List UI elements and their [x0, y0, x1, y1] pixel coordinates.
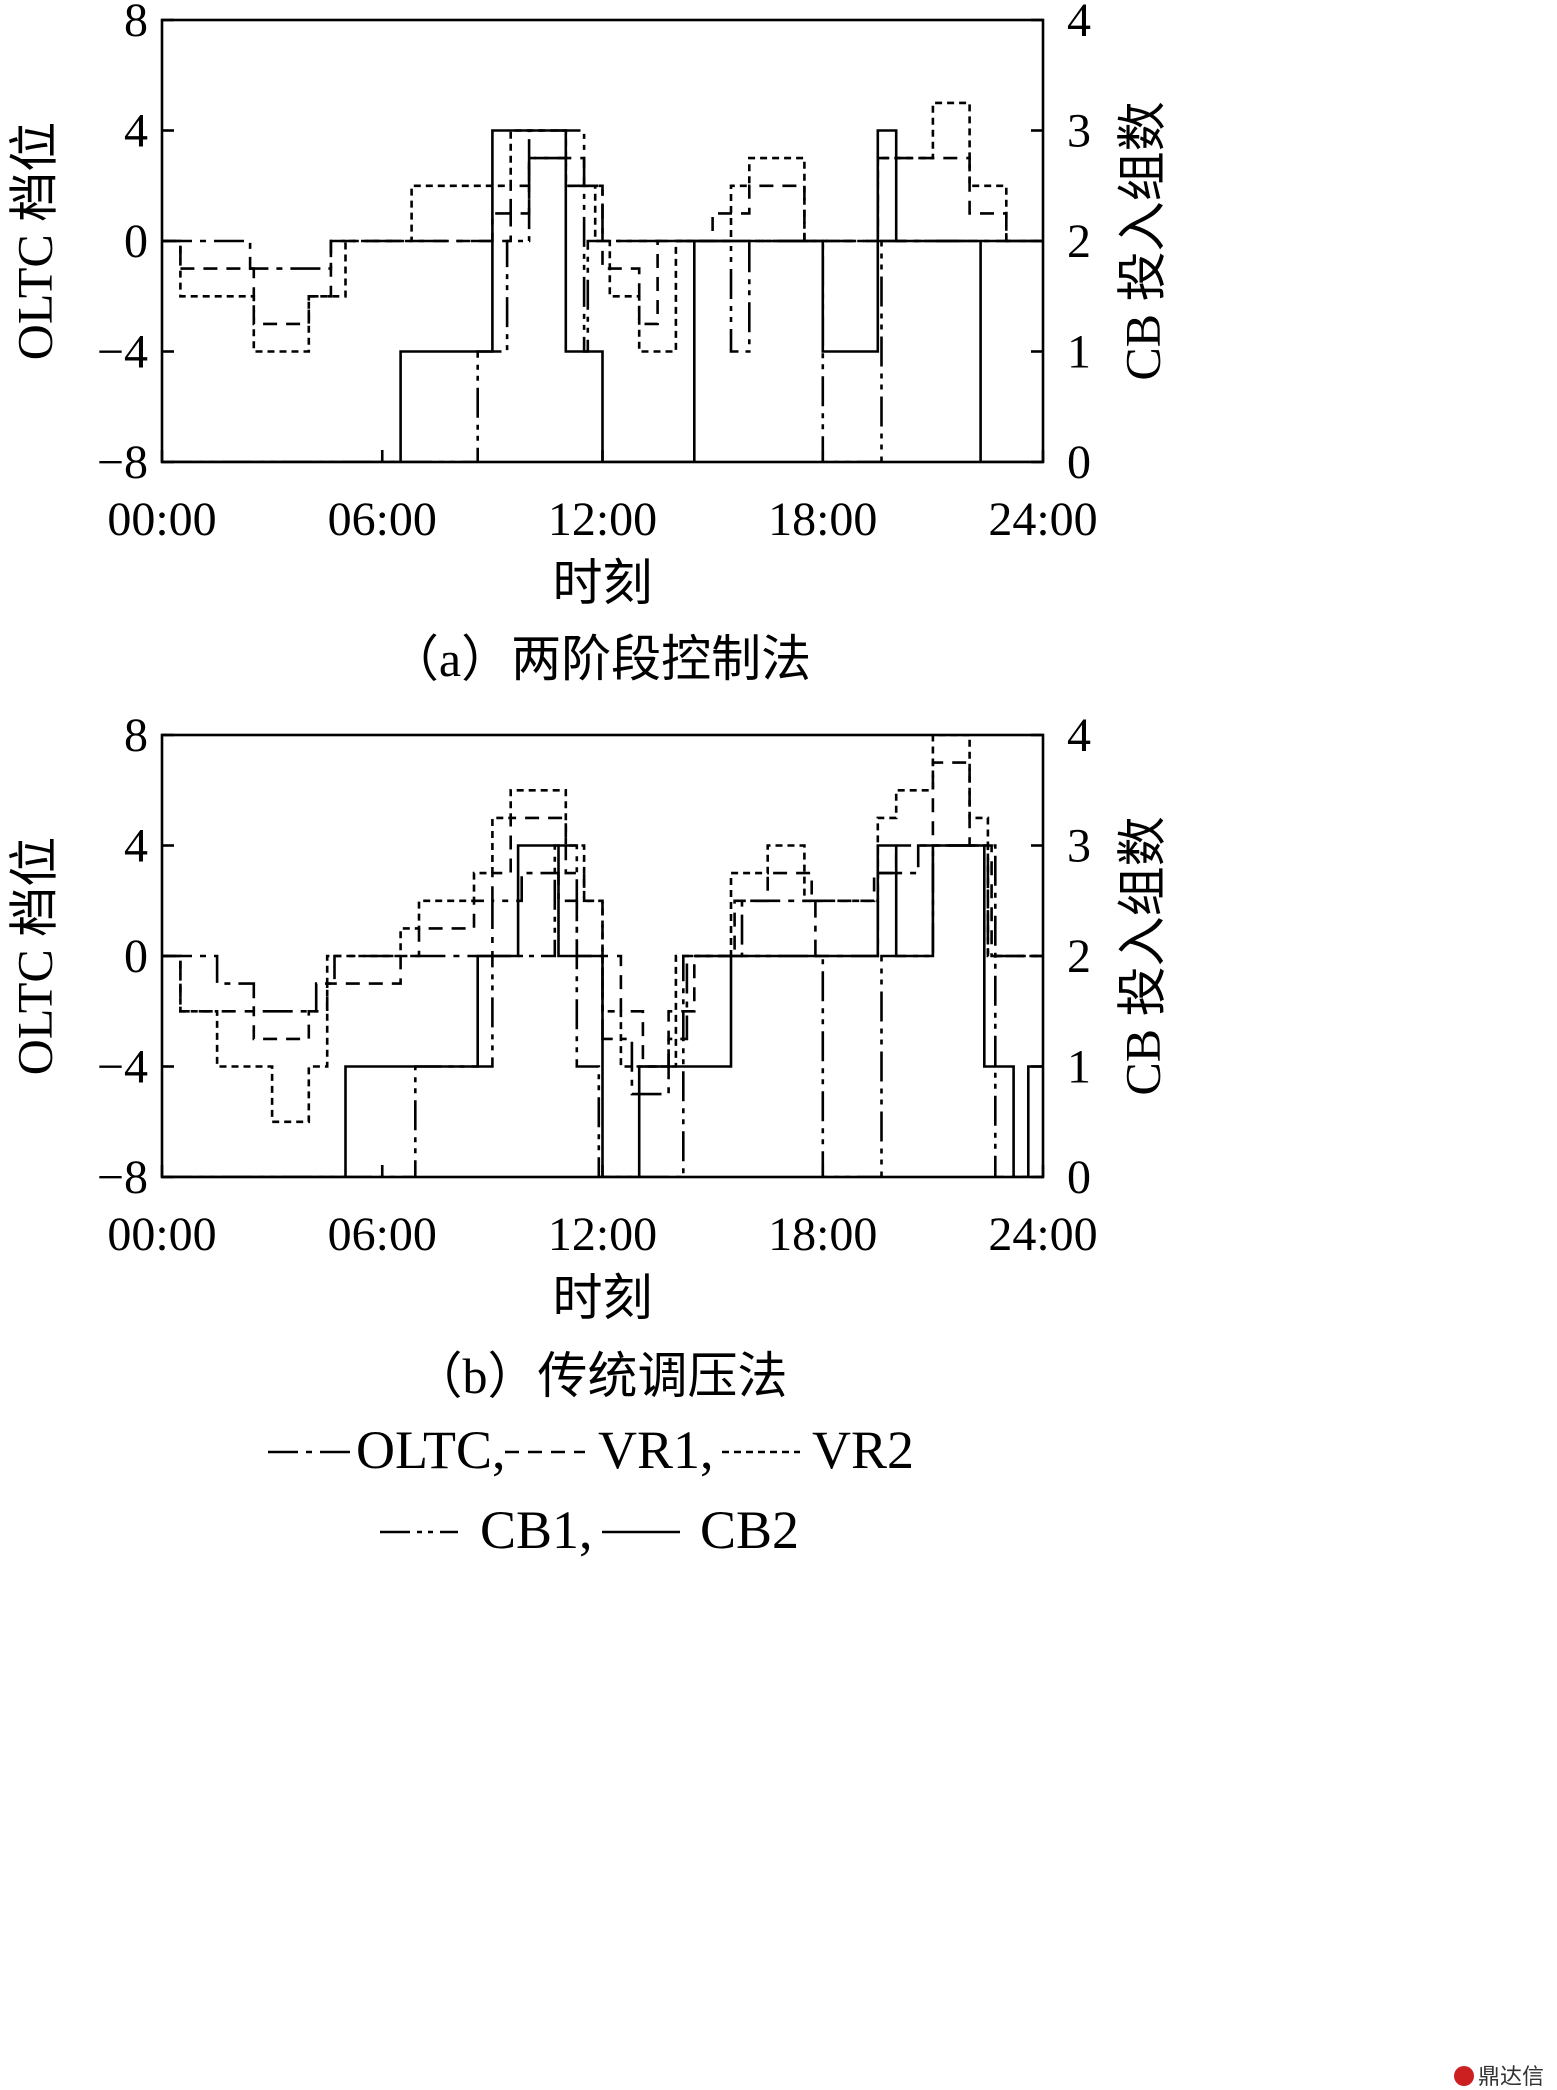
series-cb2-line — [162, 844, 1043, 1177]
panel-caption: （b）传统调压法 — [413, 1348, 788, 1404]
y-right-tick-label: 3 — [1067, 820, 1091, 873]
series-cb2-line — [162, 129, 1043, 462]
series-group — [162, 735, 1043, 1177]
y-left-tick-label: 0 — [124, 930, 148, 983]
y-right-tick-label: 1 — [1067, 1041, 1091, 1094]
series-vr2-line — [162, 735, 1043, 1124]
x-tick-label: 06:00 — [328, 493, 437, 546]
y-right-tick-label: 3 — [1067, 105, 1091, 158]
y-left-tick-label: 4 — [124, 105, 148, 158]
legend-vr2-label: VR2 — [812, 1420, 914, 1480]
series-vr1-line — [162, 761, 1043, 1068]
y-left-tick-label: −4 — [97, 326, 148, 379]
y-left-tick-label: 0 — [124, 215, 148, 268]
x-tick-label: 12:00 — [548, 493, 657, 546]
y-left-tick-label: −4 — [97, 1041, 148, 1094]
y-right-tick-label: 0 — [1067, 1151, 1091, 1204]
x-tick-label: 00:00 — [107, 493, 216, 546]
y-right-tick-label: 2 — [1067, 215, 1091, 268]
watermark-logo — [1454, 2066, 1474, 2086]
x-tick-label: 18:00 — [768, 493, 877, 546]
y-left-axis-label: OLTC 档位 — [6, 122, 62, 360]
series-vr2-line — [162, 101, 1043, 353]
y-right-tick-label: 0 — [1067, 436, 1091, 489]
x-tick-label: 18:00 — [768, 1208, 877, 1261]
legend: OLTC, VR1, VR2 CB1, CB2 — [268, 1420, 914, 1560]
y-left-tick-label: 8 — [124, 709, 148, 762]
series-cb1-line — [162, 129, 1043, 462]
legend-cb1-label: CB1, — [480, 1500, 593, 1560]
y-left-tick-label: −8 — [97, 436, 148, 489]
y-right-axis-label: CB 投入组数 — [1114, 816, 1170, 1095]
x-axis-label: 时刻 — [553, 1270, 653, 1326]
y-left-tick-label: 8 — [124, 0, 148, 47]
y-right-tick-label: 2 — [1067, 930, 1091, 983]
legend-cb2-label: CB2 — [700, 1500, 799, 1560]
panel-caption: （a）两阶段控制法 — [389, 631, 811, 687]
legend-oltc-label: OLTC, — [356, 1420, 506, 1480]
y-right-tick-label: 1 — [1067, 326, 1091, 379]
series-group — [162, 101, 1043, 462]
panel-a: −8 −4 0 4 8 0 1 2 3 4 00:00 06:00 12:00 18:00 24:00 时刻 O… — [6, 0, 1170, 687]
y-left-tick-label: −8 — [97, 1151, 148, 1204]
watermark-text: 鼎达信 — [1478, 2065, 1544, 2090]
x-tick-label: 24:00 — [988, 1208, 1097, 1261]
x-tick-label: 00:00 — [107, 1208, 216, 1261]
watermark: 鼎达信 — [1454, 2065, 1544, 2090]
y-left-axis-label: OLTC 档位 — [6, 837, 62, 1075]
y-right-tick-label: 4 — [1067, 709, 1091, 762]
panel-b: −8 −4 0 4 8 0 1 2 3 4 00:00 06:00 12:00 18:00 24:00 时刻 O… — [6, 709, 1170, 1404]
x-tick-label: 06:00 — [328, 1208, 437, 1261]
y-left-tick-label: 4 — [124, 820, 148, 873]
y-right-tick-label: 4 — [1067, 0, 1091, 47]
legend-vr1-label: VR1, — [598, 1420, 714, 1480]
x-axis-label: 时刻 — [553, 555, 653, 611]
x-tick-label: 24:00 — [988, 493, 1097, 546]
y-right-axis-label: CB 投入组数 — [1114, 101, 1170, 380]
x-tick-label: 12:00 — [548, 1208, 657, 1261]
